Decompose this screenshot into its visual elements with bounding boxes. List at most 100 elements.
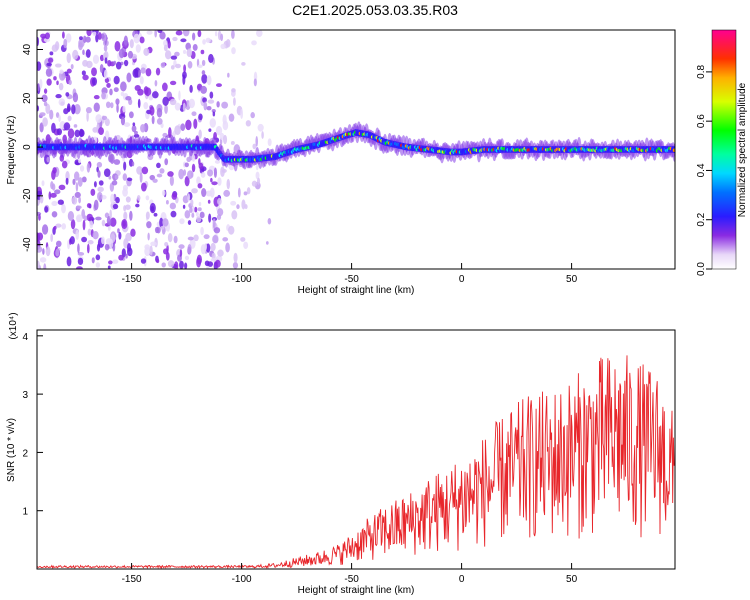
noise-speckle (50, 233, 54, 243)
noise-speckle (153, 212, 158, 217)
noise-speckle (200, 172, 206, 178)
noise-speckle (125, 196, 131, 203)
noise-speckle (163, 44, 168, 52)
noise-speckle (93, 102, 100, 113)
noise-speckle (216, 83, 222, 88)
noise-speckle (55, 223, 62, 228)
noise-speckle (49, 109, 54, 120)
noise-speckle (160, 62, 166, 68)
noise-speckle (77, 257, 84, 266)
spectrogram-x-tick-label: -50 (344, 274, 359, 285)
noise-speckle (92, 54, 100, 65)
noise-speckle (57, 199, 64, 205)
noise-speckle (95, 262, 101, 268)
noise-speckle (103, 69, 108, 80)
noise-speckle (191, 154, 196, 162)
noise-speckle (91, 257, 95, 264)
noise-speckle (137, 98, 141, 109)
colorbar-gradient (711, 29, 737, 270)
snr-x-tick-label: -50 (344, 574, 359, 585)
noise-speckle (169, 175, 174, 186)
noise-speckle (86, 163, 91, 173)
noise-speckle (47, 57, 54, 63)
noise-speckle (156, 258, 160, 264)
noise-speckle (113, 75, 120, 85)
noise-speckle (193, 234, 199, 242)
noise-speckle (204, 260, 210, 267)
noise-speckle (50, 192, 57, 198)
noise-speckle (144, 246, 151, 257)
snr-x-tick-label: 0 (459, 574, 465, 585)
noise-speckle (143, 86, 149, 95)
noise-speckle (97, 186, 104, 193)
noise-speckle (210, 177, 213, 183)
noise-speckle (156, 162, 161, 169)
noise-speckle (182, 30, 190, 37)
noise-speckle (250, 112, 255, 119)
noise-speckle (103, 168, 111, 177)
noise-speckle (231, 88, 236, 93)
noise-speckle (54, 189, 61, 195)
noise-speckle (231, 47, 236, 55)
spectrogram-y-tick-label: 40 (22, 44, 33, 56)
noise-speckle (211, 181, 218, 186)
noise-speckle (37, 232, 40, 243)
snr-y-tick-label: 4 (22, 332, 28, 343)
noise-speckle (126, 72, 132, 83)
noise-speckle (73, 124, 78, 128)
noise-speckle (167, 260, 175, 268)
noise-speckle (217, 197, 222, 206)
noise-speckle (187, 243, 192, 255)
noise-speckle (187, 236, 194, 241)
noise-speckle (257, 123, 264, 132)
spectrogram-y-tick-label: -40 (22, 237, 33, 252)
noise-speckle (233, 97, 236, 106)
noise-speckle (210, 242, 216, 252)
noise-speckle (214, 160, 221, 164)
noise-speckle (197, 207, 202, 212)
noise-speckle (59, 69, 64, 74)
noise-speckle (201, 73, 208, 84)
noise-speckle (117, 228, 120, 234)
noise-speckle (161, 190, 166, 196)
noise-speckle (97, 191, 103, 202)
noise-speckle (86, 213, 93, 222)
noise-speckle (160, 226, 165, 230)
noise-speckle (151, 91, 159, 99)
noise-speckle (56, 128, 62, 136)
spectrogram-y-axis-label: Frequency (Hz) (6, 116, 17, 185)
noise-speckle (76, 205, 82, 210)
noise-speckle (193, 118, 198, 130)
noise-speckle (230, 141, 235, 145)
noise-speckle (191, 213, 195, 218)
noise-speckle (179, 260, 184, 269)
noise-speckle (255, 136, 258, 147)
noise-speckle (228, 225, 235, 235)
noise-speckle (164, 158, 169, 166)
noise-speckle (202, 39, 206, 45)
noise-speckle (197, 183, 203, 189)
noise-speckle (61, 160, 68, 169)
noise-speckle (82, 219, 86, 231)
noise-speckle (39, 194, 44, 204)
noise-speckle (67, 115, 72, 122)
noise-speckle (43, 101, 48, 107)
colorbar-tick-label: 0.8 (696, 64, 707, 78)
noise-speckle (69, 236, 75, 245)
noise-speckle (73, 104, 81, 115)
noise-speckle (68, 79, 72, 86)
noise-speckle (245, 120, 251, 127)
noise-speckle (212, 234, 219, 244)
noise-speckle (63, 38, 68, 49)
noise-speckle (205, 190, 213, 197)
noise-speckle (139, 36, 145, 44)
noise-speckle (213, 167, 217, 178)
noise-speckle (77, 251, 85, 256)
noise-speckle (209, 91, 214, 99)
ridge-peak (672, 148, 675, 152)
noise-speckle (89, 220, 94, 229)
noise-speckle (123, 205, 127, 212)
spectrogram-ridge-layer (37, 121, 675, 172)
noise-speckle (118, 231, 122, 240)
noise-speckle (51, 211, 58, 218)
